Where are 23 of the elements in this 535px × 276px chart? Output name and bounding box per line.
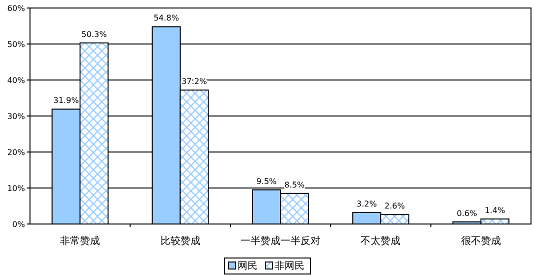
y-tick-label: 40%	[7, 76, 26, 85]
y-tick-label: 20%	[7, 148, 26, 157]
x-tick-label: 不太赞成	[360, 235, 401, 247]
data-label: 2.6%	[384, 202, 406, 211]
x-tick-label: 非常赞成	[60, 235, 100, 247]
data-label: 50.3%	[81, 30, 108, 39]
y-tick-label: 10%	[7, 184, 26, 193]
y-tick-label: 60%	[7, 4, 26, 13]
legend-label: 网民	[238, 261, 258, 272]
data-label: 0.6%	[456, 208, 478, 218]
data-label: 1.4%	[484, 206, 506, 215]
y-tick-label: 50%	[7, 40, 26, 49]
x-tick-label: 很不赞成	[460, 235, 501, 247]
y-tick-label: 0%	[12, 220, 26, 229]
x-tick-label: 一半赞成一半反对	[240, 235, 320, 247]
data-label: 54.8%	[154, 14, 180, 23]
legend-label: 非网民	[274, 260, 304, 272]
data-label: 8.5%	[284, 180, 306, 190]
y-tick-label: 30%	[7, 112, 26, 121]
data-label: 9.5%	[256, 176, 278, 186]
data-label: 31.9%	[53, 96, 80, 106]
x-tick-label: 比较赞成	[160, 235, 200, 247]
data-label: 3.2%	[356, 199, 378, 208]
